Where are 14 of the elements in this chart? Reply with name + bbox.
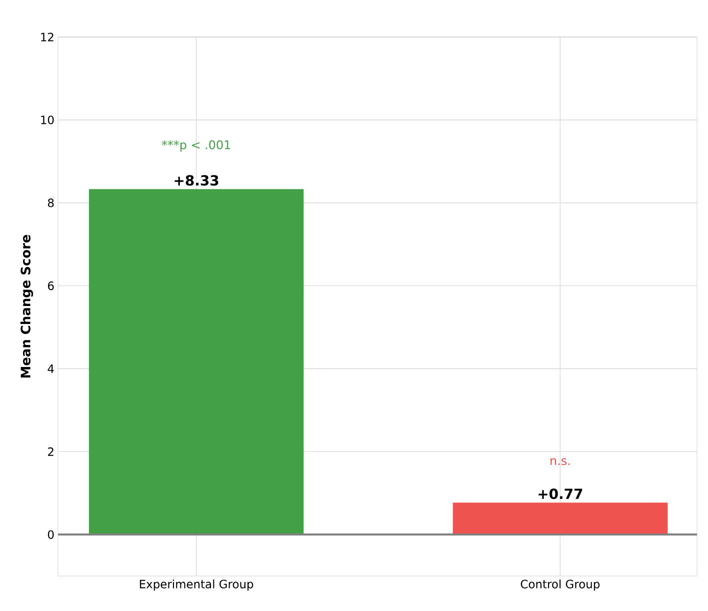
y-axis-title: Mean Change Score xyxy=(20,234,34,378)
x-tick-label: Control Group xyxy=(520,580,600,591)
y-tick-label: 10 xyxy=(41,116,54,124)
data-label: +0.77 xyxy=(538,488,582,500)
annotation: ***p < .001 xyxy=(162,140,230,152)
y-tick-label: 8 xyxy=(48,198,54,208)
y-tick-label: 2 xyxy=(48,447,54,456)
y-tick-label: 12 xyxy=(41,32,54,42)
data-label: +8.33 xyxy=(174,175,218,186)
x-tick-label: Experimental Group xyxy=(140,580,254,591)
annotation: n.s. xyxy=(550,458,570,466)
y-tick-label: 6 xyxy=(48,281,54,290)
y-tick-label: 0 xyxy=(48,530,54,539)
y-tick-label: 4 xyxy=(48,364,54,373)
